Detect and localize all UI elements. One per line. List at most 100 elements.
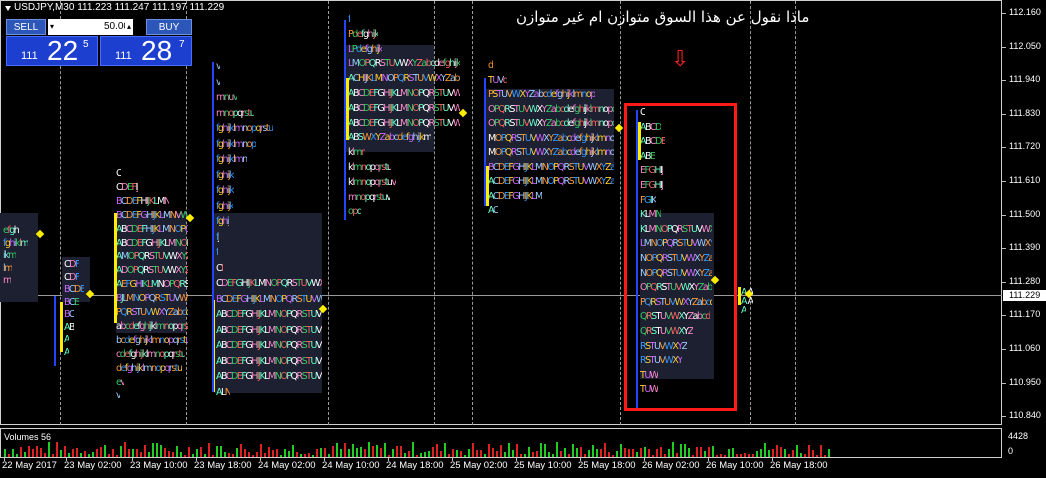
volume-bar (764, 443, 766, 457)
volume-bar (612, 455, 614, 457)
volume-bar (532, 452, 534, 457)
volume-bar (432, 447, 434, 457)
volume-bar (76, 448, 78, 457)
volume-bar (104, 445, 106, 457)
volume-bar (32, 449, 34, 457)
lot-size-input[interactable]: 50.00 (56, 19, 133, 35)
profile-row: EFGHIJ (640, 165, 663, 177)
buy-button[interactable]: BUY (146, 19, 192, 35)
volume-bar (52, 454, 54, 457)
volume-bar (360, 447, 362, 457)
profile-row: PQRSTUVWXYZabcdefghijklm (640, 296, 712, 308)
profile-row: Pdefghijk (348, 28, 379, 40)
volume-bar (640, 448, 642, 457)
volume-bar (588, 450, 590, 457)
time-tick (132, 458, 133, 461)
time-tick (644, 458, 645, 461)
volume-bar (60, 450, 62, 457)
profile-row: BCDEFHIJKLMN (116, 195, 170, 207)
volume-bar (56, 442, 58, 457)
volume-bar (708, 447, 710, 457)
profile-row: TUW (640, 369, 658, 381)
profile-row: efghi (3, 225, 20, 236)
volume-bar (84, 451, 86, 457)
profile-row: PSTUVWXYZabcdefghijklmnop (488, 89, 595, 100)
volume-bar (48, 442, 50, 457)
time-tick-label: 23 May 10:00 (130, 460, 188, 471)
lot-decrease-icon[interactable]: ▾ (48, 19, 56, 35)
profile-row: OPQRSTUVWXYZabcdefghijklmnopqrstuvw (488, 103, 614, 115)
profile-row: opq (348, 206, 362, 218)
profile-row: ABCDEFGHIJKLMNOPQRSTUVWXYZabcdef (216, 309, 322, 320)
time-tick-label: 24 May 02:00 (258, 460, 316, 471)
volume-bar (548, 452, 550, 457)
profile-row: BCE (64, 296, 79, 308)
volume-bar (336, 443, 338, 457)
value-area-box (116, 213, 186, 333)
profile-row: PQRSTUVWXYZabcdefghijklmnopqrst (116, 307, 188, 318)
initial-balance-bar (60, 302, 63, 352)
volume-bar (696, 447, 698, 457)
volume-bar (720, 454, 722, 457)
volume-bar (420, 453, 422, 457)
price-chart[interactable] (0, 0, 1002, 425)
time-tick (772, 458, 773, 461)
volume-bar (96, 449, 98, 457)
price-tick (1002, 382, 1006, 384)
profile-row: AMOPQRSTUVWXYZab (116, 251, 188, 263)
volume-bar (700, 447, 702, 457)
lot-increase-icon[interactable]: ▴ (125, 19, 133, 35)
volume-bar (484, 454, 486, 457)
profile-row: BC (64, 309, 74, 320)
volume-bar (384, 443, 386, 457)
price-tick-label: 111.830 (1009, 107, 1041, 118)
volume-bar (216, 446, 218, 457)
profile-row: klmn (348, 147, 366, 159)
volume-bar (64, 446, 66, 457)
collapse-triangle-icon[interactable] (5, 6, 11, 11)
period-separator (620, 1, 621, 425)
value-area-box (486, 89, 614, 167)
profile-row: ADOPQRSTUVWXYZabcdefghijk (116, 265, 188, 277)
volume-bar (176, 446, 178, 457)
volume-bar (160, 445, 162, 457)
sell-button[interactable]: SELL (6, 19, 46, 35)
profile-row: ACDEFGHIJKLMNOPQRSTUVWXYZabcdef (488, 176, 614, 187)
range-bar (212, 62, 214, 392)
profile-row: ABCDEFGHIJKLMNOPQRSTUVWXYZabcdefghijk (348, 102, 460, 114)
volume-bar (808, 445, 810, 457)
volume-bar (172, 452, 174, 457)
volume-bar (440, 451, 442, 457)
profile-row: fghijkl (216, 185, 235, 196)
volume-bar (528, 447, 530, 457)
chart-annotation-text: ماذا نقول عن هذا السوق متوازن ام غير متو… (516, 8, 810, 26)
volume-bar (292, 445, 294, 457)
volume-bar (780, 447, 782, 457)
volume-bar (496, 451, 498, 457)
volume-bar (716, 455, 718, 457)
range-bar (636, 110, 638, 410)
buy-quote[interactable]: 111 28 7 (100, 35, 192, 66)
volume-bar (564, 448, 566, 457)
profile-row: A (64, 334, 69, 345)
volume-bar (312, 455, 314, 457)
profile-row: FGIK (640, 194, 656, 206)
sell-quote[interactable]: 111 22 5 (6, 35, 98, 66)
volume-bar (380, 448, 382, 457)
profile-row: NOPQRSTUVWXYZabcdefghijklmnop (640, 253, 712, 264)
volume-bar (340, 449, 342, 457)
profile-row: mnopqrstu (216, 107, 255, 119)
value-area-box (62, 257, 90, 302)
initial-balance-bar (738, 287, 741, 305)
price-tick-label: 111.060 (1009, 343, 1041, 353)
period-separator (186, 1, 187, 425)
volume-panel[interactable] (0, 428, 1002, 458)
volume-bar (252, 455, 254, 457)
profile-row: KLMN (640, 209, 661, 221)
price-tick (1002, 113, 1006, 115)
profile-row: QRSTUVWXYZ (640, 326, 693, 337)
volume-bar (568, 454, 570, 457)
price-tick (1002, 248, 1006, 250)
volume-bar (4, 449, 6, 457)
volume-bar (344, 443, 346, 457)
